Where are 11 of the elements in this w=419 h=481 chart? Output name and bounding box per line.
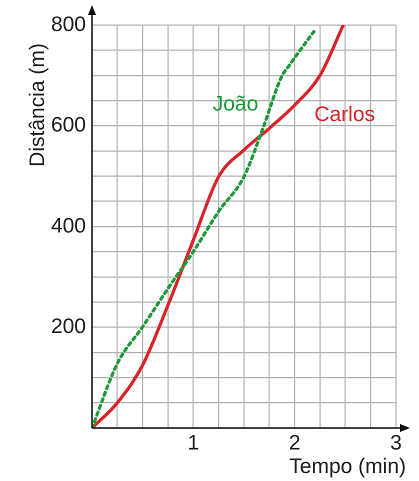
y-tick-label: 200 <box>50 315 86 338</box>
y-tick-label: 800 <box>50 12 86 36</box>
series-label: Carlos <box>314 102 376 126</box>
x-tick-label: 1 <box>187 431 200 454</box>
y-tick-label: 600 <box>50 114 86 137</box>
y-axis-title: Distância (m) <box>26 43 49 167</box>
series-label: João <box>212 92 258 116</box>
x-axis-title: Tempo (min) <box>289 455 406 478</box>
x-tick-label: 2 <box>288 431 301 454</box>
y-tick-label: 400 <box>50 214 86 238</box>
x-tick-label: 3 <box>390 431 402 454</box>
